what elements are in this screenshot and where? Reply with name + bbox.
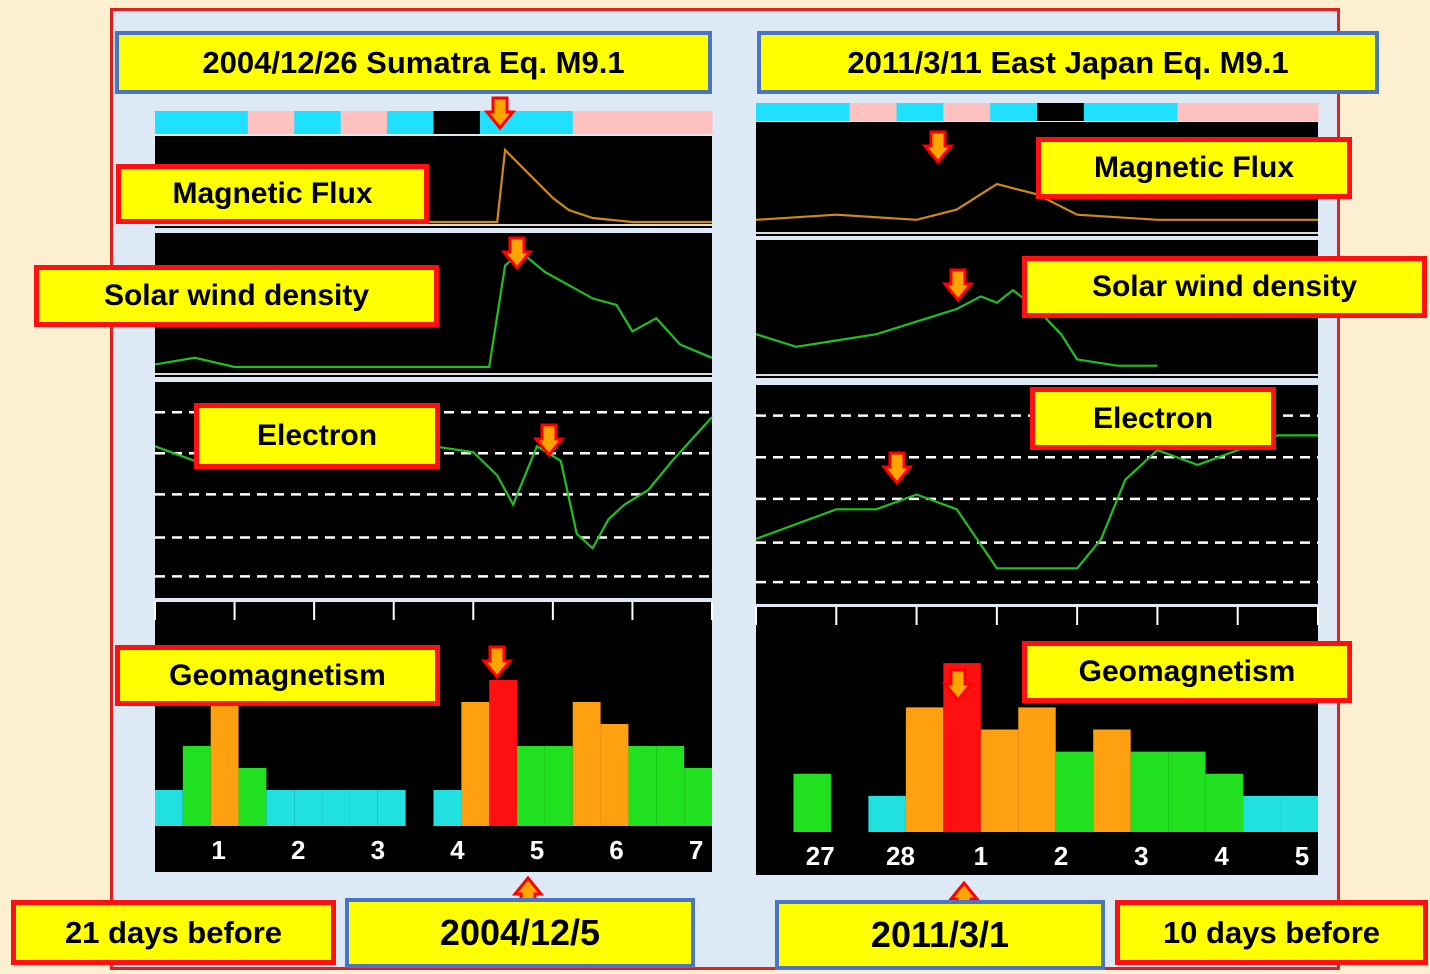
right-geomagnetism-arrow-icon — [941, 668, 975, 703]
right-status-strip-segment — [802, 103, 851, 121]
left-status-strip-segment — [665, 111, 713, 134]
left-kp-bar — [294, 790, 323, 826]
left-days-before: 21 days before — [11, 900, 336, 965]
right-kp-bar — [868, 795, 906, 832]
left-date-label: 2004/12/5 — [345, 898, 695, 968]
left-status-strip-segment — [155, 111, 202, 134]
right-status-strip-segment — [1037, 103, 1085, 121]
right-dens-series-line — [755, 288, 1158, 367]
right-kp-bar — [1055, 751, 1094, 832]
left-status-strip-segment — [294, 111, 342, 134]
left-kp-bar — [656, 746, 685, 826]
right-flux-arrow-icon — [921, 130, 955, 165]
right-flux-label: Magnetic Flux — [1036, 137, 1352, 199]
left-kp-bar — [266, 790, 295, 826]
right-status-strip-segment — [849, 103, 897, 121]
right-kp-bar — [793, 773, 831, 832]
right-kp-bar — [1243, 795, 1281, 832]
left-density-label: Solar wind density — [34, 265, 439, 327]
right-kp-bar — [980, 729, 1019, 832]
right-panel-ticks — [756, 607, 1318, 645]
right-elec-series-line — [755, 434, 1318, 570]
left-day-label: 2 — [291, 835, 305, 865]
right-density-label: Solar wind density — [1022, 256, 1427, 318]
left-kp-bar — [628, 746, 657, 826]
right-status-strip-segment — [756, 103, 804, 121]
left-flux-arrow-icon — [483, 96, 517, 131]
right-panel-axis — [756, 832, 1318, 875]
left-kp-bar — [517, 746, 545, 826]
right-density-arrow-icon — [941, 268, 975, 303]
right-status-strip-segment — [1083, 103, 1132, 121]
left-electron-arrow-icon — [532, 423, 566, 458]
left-day-label: 7 — [689, 835, 703, 865]
right-day-label: 5 — [1295, 841, 1309, 871]
left-geomagnetism-arrow-icon — [480, 645, 514, 680]
left-status-strip-segment — [340, 111, 388, 134]
left-day-label: 6 — [609, 835, 623, 865]
left-kp-bar — [238, 768, 267, 826]
left-kp-bar — [572, 702, 601, 826]
left-kp-bar — [377, 790, 406, 826]
right-kp-bar — [1205, 773, 1244, 832]
right-kp-bar — [1168, 751, 1206, 832]
left-status-strip-segment — [387, 111, 434, 134]
left-kp-bar — [600, 724, 629, 826]
left-status-strip-segment — [526, 111, 574, 134]
right-kp-bar — [1280, 795, 1318, 832]
right-title: 2011/3/11 East Japan Eq. M9.1 — [757, 31, 1379, 94]
left-geomagnetism-label: Geomagnetism — [115, 645, 440, 706]
left-kp-bar — [210, 702, 239, 826]
right-day-label: 27 — [806, 841, 835, 871]
left-kp-bar — [489, 680, 518, 826]
left-status-strip-segment — [201, 111, 249, 134]
right-status-strip-segment — [1271, 103, 1319, 121]
right-electron-label: Electron — [1030, 387, 1276, 450]
right-geomagnetism-label: Geomagnetism — [1022, 641, 1352, 703]
left-kp-bar — [322, 790, 350, 826]
right-status-strip-segment — [1224, 103, 1272, 121]
left-status-strip-segment — [433, 111, 481, 134]
left-kp-bar — [544, 746, 573, 826]
right-kp-bar — [1130, 751, 1169, 832]
right-flux-series-line — [755, 182, 1318, 221]
right-status-strip-segment — [990, 103, 1038, 121]
left-day-label: 5 — [530, 835, 544, 865]
right-day-label: 4 — [1214, 841, 1229, 871]
right-day-label: 2 — [1054, 841, 1068, 871]
right-electron-arrow-icon — [880, 451, 914, 486]
left-panel-ticks — [155, 602, 712, 640]
right-day-label: 1 — [974, 841, 988, 871]
right-kp-bar — [1093, 729, 1131, 832]
left-kp-bar — [684, 768, 712, 826]
right-day-label: 28 — [886, 841, 915, 871]
left-dens-series-line — [154, 250, 713, 369]
left-status-strip-segment — [619, 111, 667, 134]
left-status-strip-segment — [247, 111, 295, 134]
left-title: 2004/12/26 Sumatra Eq. M9.1 — [115, 31, 712, 94]
right-status-strip-segment — [943, 103, 991, 121]
left-kp-bar — [433, 790, 462, 826]
left-kp-bar — [155, 790, 183, 826]
left-density-arrow-icon — [500, 236, 534, 271]
right-date-label: 2011/3/1 — [775, 900, 1105, 970]
right-kp-bar — [1018, 707, 1056, 832]
left-panel-axis — [155, 826, 712, 872]
right-kp-bar — [905, 707, 944, 832]
right-status-strip-segment — [1177, 103, 1225, 121]
left-day-label: 3 — [371, 835, 385, 865]
left-status-strip-segment — [572, 111, 620, 134]
left-kp-bar — [182, 746, 211, 826]
right-status-strip-segment — [1130, 103, 1178, 121]
left-day-label: 4 — [450, 835, 465, 865]
left-day-label: 1 — [211, 835, 225, 865]
right-day-label: 3 — [1134, 841, 1148, 871]
right-status-strip-segment — [896, 103, 944, 121]
left-kp-bar — [461, 702, 490, 826]
left-electron-label: Electron — [194, 403, 440, 469]
left-flux-label: Magnetic Flux — [116, 164, 429, 224]
left-kp-bar — [349, 790, 378, 826]
right-days-before: 10 days before — [1115, 900, 1428, 965]
